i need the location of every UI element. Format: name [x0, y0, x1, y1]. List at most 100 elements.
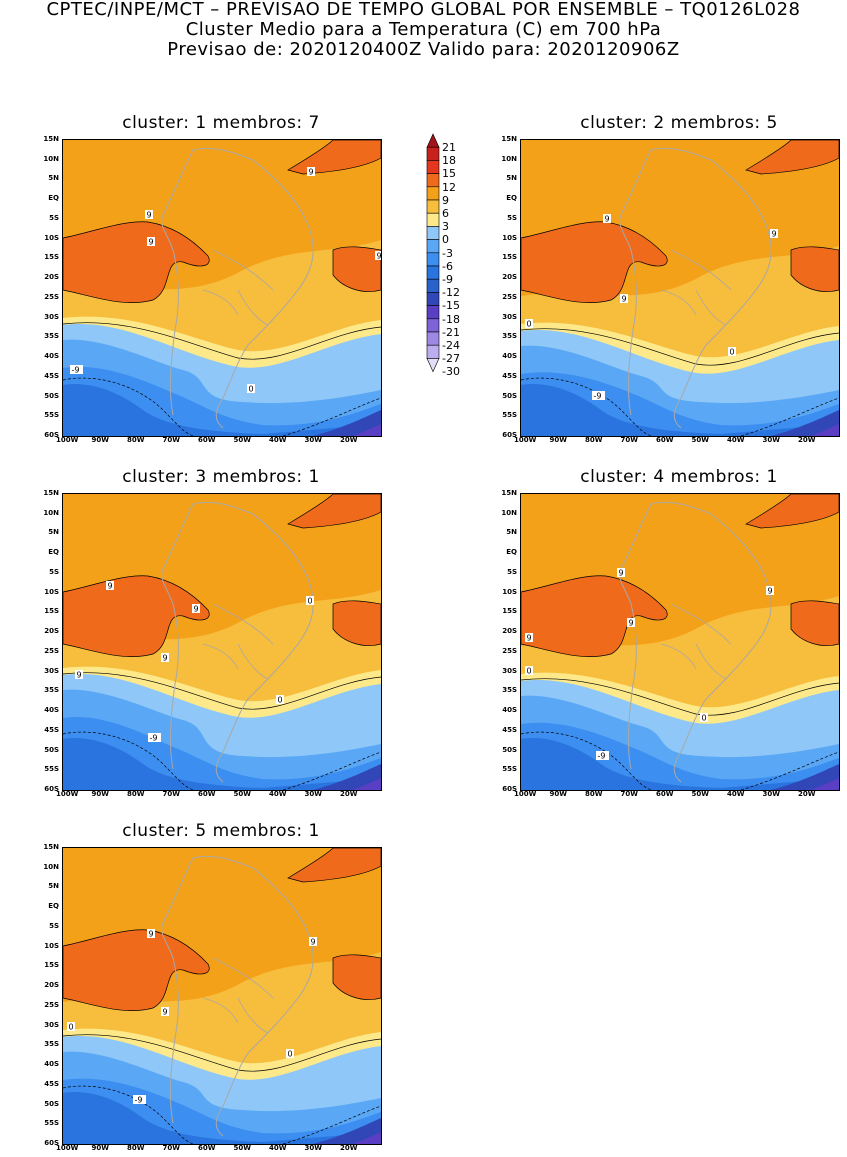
latitude-tick-label: 55S: [502, 411, 517, 420]
panel-title: cluster: 1 membros: 7: [122, 113, 320, 133]
latitude-tick-label: 40S: [44, 352, 59, 361]
panel-title: cluster: 2 membros: 5: [580, 113, 778, 133]
longitude-tick-label: 30W: [304, 790, 322, 798]
contour-label: 0: [525, 666, 533, 676]
longitude-tick-label: 40W: [727, 790, 745, 798]
latitude-tick-label: 25S: [44, 292, 59, 301]
latitude-tick-label: 40S: [44, 706, 59, 715]
panel-title: cluster: 3 membros: 1: [122, 467, 320, 487]
longitude-tick-label: 50W: [233, 436, 251, 444]
contour-label: -9: [596, 751, 609, 761]
contour-label: -9: [148, 733, 161, 743]
latitude-tick-label: EQ: [506, 194, 517, 203]
longitude-tick-label: 30W: [304, 436, 322, 444]
latitude-tick-label: 20S: [502, 627, 517, 636]
longitude-tick-label: 90W: [549, 436, 567, 444]
longitude-tick-label: 90W: [91, 790, 109, 798]
latitude-tick-label: 15N: [501, 135, 517, 143]
svg-text:-9: -9: [72, 366, 80, 375]
latitude-tick-label: 40S: [502, 706, 517, 715]
latitude-tick-label: 10N: [501, 154, 517, 163]
latitude-tick-label: 35S: [44, 686, 59, 695]
longitude-tick-label: 50W: [691, 436, 709, 444]
latitude-tick-label: 10S: [44, 233, 59, 242]
contour-label: 0: [286, 1049, 294, 1059]
latitude-tick-label: 45S: [44, 725, 59, 734]
svg-text:9: 9: [108, 582, 113, 591]
svg-text:9: 9: [527, 634, 532, 643]
latitude-tick-label: 5S: [49, 567, 59, 576]
longitude-tick-label: 70W: [162, 1144, 180, 1152]
temperature-field: 9 9 9 0 0 -9: [521, 140, 839, 436]
header-line-3: Previsao de: 2020120400Z Valido para: 20…: [167, 39, 680, 60]
temperature-map-panel: 9 9 9 9 0 0 -9: [62, 493, 382, 791]
contour-label: 9: [147, 929, 155, 939]
colorbar-label: -15: [442, 299, 460, 313]
longitude-tick-label: 50W: [233, 1144, 251, 1152]
colorbar-label: 12: [442, 180, 456, 194]
longitude-tick-label: 20W: [340, 1144, 358, 1152]
colorbar-label: 18: [442, 154, 456, 168]
temperature-field: 9 9 9 9 0 0 -9: [521, 494, 839, 790]
latitude-tick-label: 35S: [502, 686, 517, 695]
latitude-tick-label: 15S: [502, 253, 517, 262]
latitude-tick-label: 5N: [48, 174, 59, 183]
contour-label: 0: [247, 384, 255, 394]
latitude-tick-label: 60S: [502, 431, 517, 439]
latitude-tick-label: 10N: [501, 508, 517, 517]
longitude-tick-label: 80W: [127, 436, 145, 444]
latitude-tick-label: EQ: [506, 548, 517, 557]
longitude-tick-label: 90W: [549, 790, 567, 798]
longitude-tick-label: 60W: [198, 436, 216, 444]
colorbar-swatch: [426, 344, 440, 359]
latitude-tick-label: 10N: [43, 862, 59, 871]
longitude-tick-label: 100W: [56, 1144, 79, 1152]
longitude-tick-label: 80W: [127, 790, 145, 798]
colorbar-swatches: [426, 133, 440, 373]
contour-label: 0: [306, 596, 314, 606]
longitude-tick-label: 60W: [198, 1144, 216, 1152]
contour-label: 9: [145, 210, 153, 220]
latitude-tick-label: 20S: [44, 981, 59, 990]
latitude-tick-label: 20S: [502, 273, 517, 282]
svg-text:0: 0: [69, 1023, 74, 1032]
svg-text:9: 9: [77, 671, 82, 680]
contour-label: -9: [592, 391, 605, 401]
longitude-tick-label: 100W: [514, 790, 537, 798]
latitude-tick-label: 10S: [502, 587, 517, 596]
colorbar-swatch: [426, 239, 440, 254]
latitude-tick-label: 10N: [43, 508, 59, 517]
latitude-tick-label: 30S: [44, 666, 59, 675]
svg-text:9: 9: [163, 1008, 168, 1017]
panel-title: cluster: 5 membros: 1: [122, 821, 320, 841]
longitude-tick-label: 20W: [798, 436, 816, 444]
colorbar-label: 6: [442, 207, 449, 220]
longitude-tick-label: 40W: [727, 436, 745, 444]
svg-text:9: 9: [163, 654, 168, 663]
longitude-tick-label: 70W: [162, 436, 180, 444]
temperature-map-panel: 9 9 9 9 0 0 -9: [520, 493, 840, 791]
latitude-tick-label: 10S: [502, 233, 517, 242]
svg-text:9: 9: [629, 619, 634, 628]
longitude-tick-label: 80W: [585, 436, 603, 444]
svg-text:9: 9: [622, 295, 627, 304]
longitude-tick-label: 70W: [162, 790, 180, 798]
svg-text:0: 0: [527, 667, 532, 676]
longitude-tick-label: 90W: [91, 436, 109, 444]
contour-label: 9: [161, 1007, 169, 1017]
panel-title: cluster: 4 membros: 1: [580, 467, 778, 487]
latitude-tick-label: 15S: [502, 607, 517, 616]
longitude-tick-label: 80W: [585, 790, 603, 798]
latitude-tick-label: 40S: [502, 352, 517, 361]
latitude-tick-label: 15N: [43, 135, 59, 143]
temperature-field: 9 9 9 9 0 -9: [63, 140, 381, 436]
latitude-tick-label: 15N: [43, 489, 59, 497]
colorbar-swatch: [426, 278, 440, 293]
svg-text:9: 9: [311, 938, 316, 947]
longitude-tick-label: 20W: [340, 790, 358, 798]
contour-label: 0: [67, 1022, 75, 1032]
svg-text:9: 9: [619, 569, 624, 578]
longitude-tick-label: 90W: [91, 1144, 109, 1152]
temperature-map-panel: 9 9 9 9 0 -9: [62, 139, 382, 437]
latitude-tick-label: 60S: [44, 1139, 59, 1147]
